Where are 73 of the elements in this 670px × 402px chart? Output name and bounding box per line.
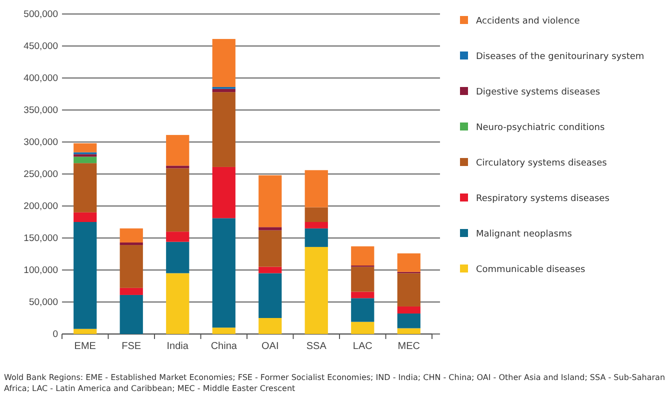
legend-label: Neuro-psychiatric conditions	[476, 123, 605, 133]
bar	[304, 246, 328, 334]
bar	[212, 92, 236, 167]
bar	[351, 322, 374, 334]
x-tick-label: India	[166, 341, 189, 352]
y-tick-label: 350,000	[24, 105, 58, 116]
bar	[397, 273, 420, 306]
bar	[120, 245, 143, 288]
legend-label: Diseases of the genitourinary system	[476, 52, 644, 62]
y-tick-label: 50,000	[28, 297, 58, 308]
bar	[74, 163, 97, 212]
y-tick-label: 200,000	[24, 201, 58, 212]
bar	[351, 246, 374, 266]
bar	[120, 242, 143, 246]
bar	[258, 273, 282, 318]
bar	[120, 288, 143, 295]
x-tick-label: SSA	[306, 341, 327, 352]
bar	[304, 228, 328, 247]
bar	[397, 314, 420, 328]
bar	[166, 166, 190, 168]
legend-label: Accidents and violence	[476, 16, 580, 26]
bar	[166, 232, 190, 242]
x-tick-label: FSE	[122, 341, 142, 352]
bar	[74, 143, 97, 152]
x-tick-label: MEC	[398, 341, 420, 352]
bar	[304, 222, 328, 228]
bar	[166, 134, 190, 166]
bar	[74, 222, 97, 329]
bar	[74, 154, 97, 157]
bar	[212, 328, 236, 334]
text: Wold Bank Regions: EME - Established Market Economies; FSE - Former Socialist Economies; IND - India; CHN - China; OAI - Other Asia and Island; SSA - Sub-Saharan Africa; LAC - Latin America and Caribbean; MEC - Middle Easter Crescent	[4, 372, 666, 394]
bar	[258, 266, 282, 274]
x-tick-label: EME	[74, 341, 96, 352]
legend-label: Respiratory systems diseases	[476, 194, 610, 204]
y-tick-label: 400,000	[24, 73, 58, 84]
bar	[212, 166, 236, 218]
x-tick-label: China	[210, 341, 238, 352]
x-tick-label: LAC	[352, 341, 372, 352]
bar	[74, 328, 97, 334]
y-tick-label: 450,000	[24, 41, 58, 52]
legend-label: Digestive systems diseases	[476, 88, 600, 98]
bar	[258, 227, 282, 230]
bar	[397, 253, 420, 272]
bar	[397, 306, 420, 314]
y-tick-label: 150,000	[24, 233, 58, 244]
bar	[212, 88, 236, 92]
y-tick-label: 100,000	[24, 265, 58, 276]
bar	[166, 273, 190, 334]
bar	[258, 175, 282, 228]
bar	[351, 266, 374, 292]
bar	[74, 212, 97, 222]
legend-label: Circulatory systems diseases	[476, 158, 608, 168]
legend-label: Communicable diseases	[476, 265, 586, 275]
legend-label: Malignant neoplasms	[476, 230, 572, 240]
bar	[351, 292, 374, 298]
bar	[120, 294, 143, 334]
bar	[166, 168, 190, 232]
y-tick-label: 300,000	[24, 137, 58, 148]
bar	[120, 228, 143, 242]
bar	[258, 318, 282, 334]
y-tick-label: 0	[52, 329, 58, 340]
bar	[397, 328, 420, 334]
bar	[212, 218, 236, 328]
bar	[351, 298, 374, 322]
x-tick-label: OAI	[262, 341, 279, 352]
y-tick-label: 500,000	[24, 9, 58, 20]
bar	[74, 156, 97, 164]
bar	[304, 170, 328, 208]
bar	[212, 38, 236, 87]
y-tick-label: 250,000	[24, 169, 58, 180]
bar	[304, 207, 328, 222]
bar	[166, 242, 190, 274]
bar	[258, 230, 282, 267]
